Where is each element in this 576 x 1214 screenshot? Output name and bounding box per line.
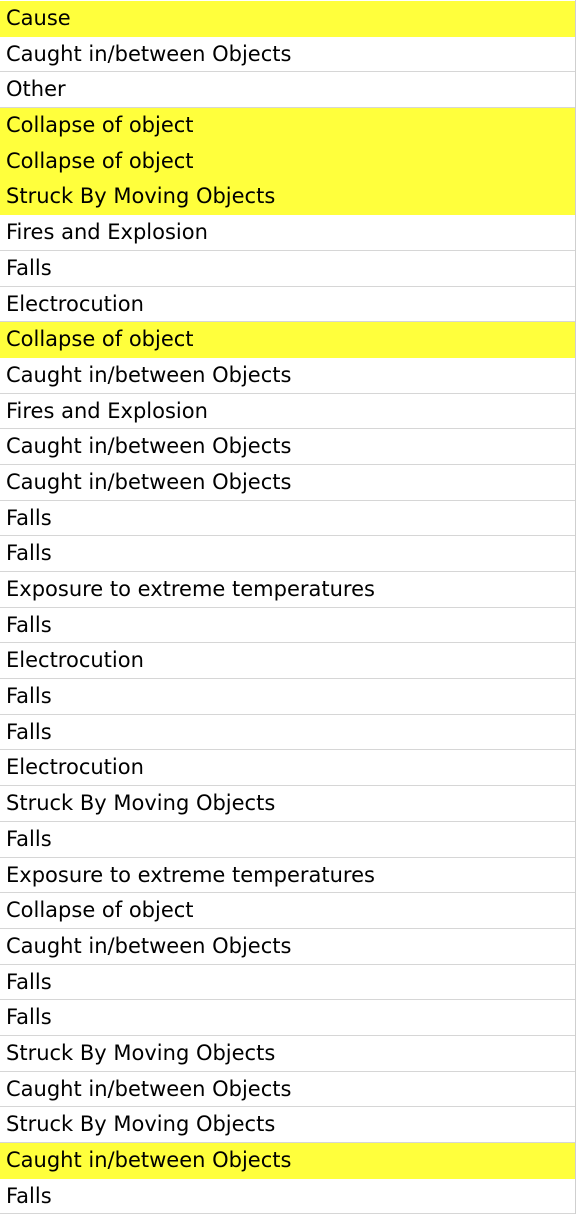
cell-33[interactable]: Falls bbox=[0, 1178, 576, 1214]
cell-5[interactable]: Struck By Moving Objects bbox=[0, 179, 576, 216]
cell-17[interactable]: Falls bbox=[0, 607, 576, 644]
cell-0[interactable]: Cause bbox=[0, 1, 576, 37]
cell-25[interactable]: Collapse of object bbox=[0, 893, 576, 929]
cell-10[interactable]: Caught in/between Objects bbox=[0, 357, 576, 394]
cell-23[interactable]: Falls bbox=[0, 821, 576, 858]
cell-26[interactable]: Caught in/between Objects bbox=[0, 928, 576, 965]
cell-6[interactable]: Fires and Explosion bbox=[0, 215, 576, 251]
cell-24[interactable]: Exposure to extreme temperatures bbox=[0, 857, 576, 894]
cell-1[interactable]: Caught in/between Objects bbox=[0, 36, 576, 73]
cell-11[interactable]: Fires and Explosion bbox=[0, 393, 576, 430]
cell-32[interactable]: Caught in/between Objects bbox=[0, 1143, 576, 1179]
cell-14[interactable]: Falls bbox=[0, 500, 576, 537]
cell-21[interactable]: Electrocution bbox=[0, 750, 576, 787]
cell-13[interactable]: Caught in/between Objects bbox=[0, 464, 576, 501]
cell-15[interactable]: Falls bbox=[0, 536, 576, 572]
cell-2[interactable]: Other bbox=[0, 72, 576, 109]
cell-4[interactable]: Collapse of object bbox=[0, 143, 576, 180]
cell-8[interactable]: Electrocution bbox=[0, 286, 576, 323]
cell-19[interactable]: Falls bbox=[0, 679, 576, 715]
cell-27[interactable]: Falls bbox=[0, 964, 576, 1001]
cell-3[interactable]: Collapse of object bbox=[0, 108, 576, 144]
cell-9[interactable]: Collapse of object bbox=[0, 322, 576, 358]
cell-30[interactable]: Caught in/between Objects bbox=[0, 1071, 576, 1108]
cell-20[interactable]: Falls bbox=[0, 714, 576, 751]
cell-31[interactable]: Struck By Moving Objects bbox=[0, 1107, 576, 1143]
cell-29[interactable]: Struck By Moving Objects bbox=[0, 1035, 576, 1072]
cell-28[interactable]: Falls bbox=[0, 1000, 576, 1036]
cell-22[interactable]: Struck By Moving Objects bbox=[0, 786, 576, 822]
cell-12[interactable]: Caught in/between Objects bbox=[0, 429, 576, 465]
cell-7[interactable]: Falls bbox=[0, 250, 576, 287]
cell-18[interactable]: Electrocution bbox=[0, 643, 576, 680]
cell-16[interactable]: Exposure to extreme temperatures bbox=[0, 572, 576, 608]
